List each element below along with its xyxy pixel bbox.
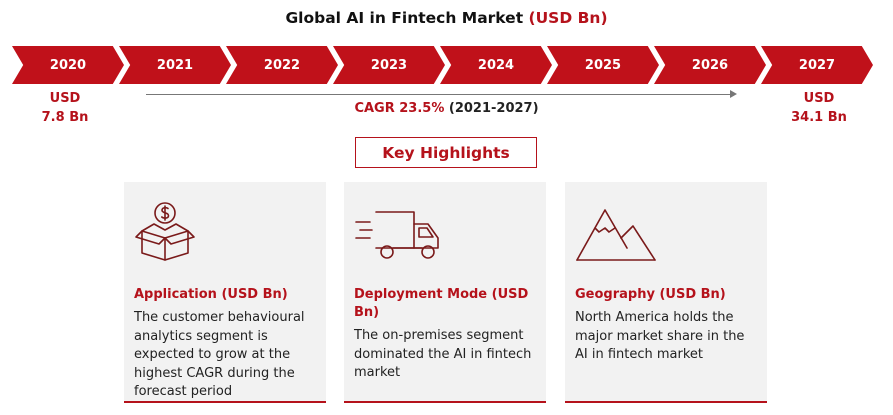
timeline-year-2027: 2027 [761,46,873,84]
card-title-application: Application (USD Bn) [134,287,288,302]
timeline-year-2022: 2022 [226,46,338,84]
card-text-application: The customer behavioural analytics segme… [134,310,305,399]
end-value-unit: USD [803,91,835,106]
cagr-period: (2021-2027) [448,101,539,116]
start-value: USD 7.8 Bn [20,89,110,127]
cagr-value: CAGR 23.5% [354,101,445,116]
money-box-icon [134,200,196,266]
mountain-icon [575,206,665,266]
timeline-year-2021: 2021 [119,46,231,84]
timeline-year-2020: 2020 [12,46,124,84]
card-title-deployment: Deployment Mode (USD Bn) [354,287,529,320]
timeline-year-2023: 2023 [333,46,445,84]
year-timeline: 2020 2021 2022 2023 2024 2025 2026 2027 [0,46,893,84]
highlight-card-application: Application (USD Bn) The customer behavi… [124,182,326,403]
start-value-unit: USD [49,91,81,106]
timeline-year-2024: 2024 [440,46,552,84]
card-text-deployment: The on-premises segment dominated the AI… [354,328,532,380]
timeline-year-2025: 2025 [547,46,659,84]
start-value-amount: 7.8 Bn [41,110,89,125]
cagr-arrow [146,90,737,98]
card-text-geography: North America holds the major market sha… [575,310,745,362]
end-value: USD 34.1 Bn [774,89,864,127]
title-unit: (USD Bn) [528,9,608,27]
key-highlights-heading: Key Highlights [355,137,537,168]
title-main: Global AI in Fintech Market [285,9,524,27]
highlight-card-deployment: Deployment Mode (USD Bn) The on-premises… [344,182,546,403]
cagr-label: CAGR 23.5% (2021-2027) [0,101,893,116]
delivery-truck-icon [354,208,446,270]
timeline-year-2026: 2026 [654,46,766,84]
page-title: Global AI in Fintech Market (USD Bn) [0,9,893,27]
end-value-amount: 34.1 Bn [791,110,847,125]
highlight-card-geography: Geography (USD Bn) North America holds t… [565,182,767,403]
arrow-head-icon [730,90,737,98]
card-title-geography: Geography (USD Bn) [575,287,726,302]
